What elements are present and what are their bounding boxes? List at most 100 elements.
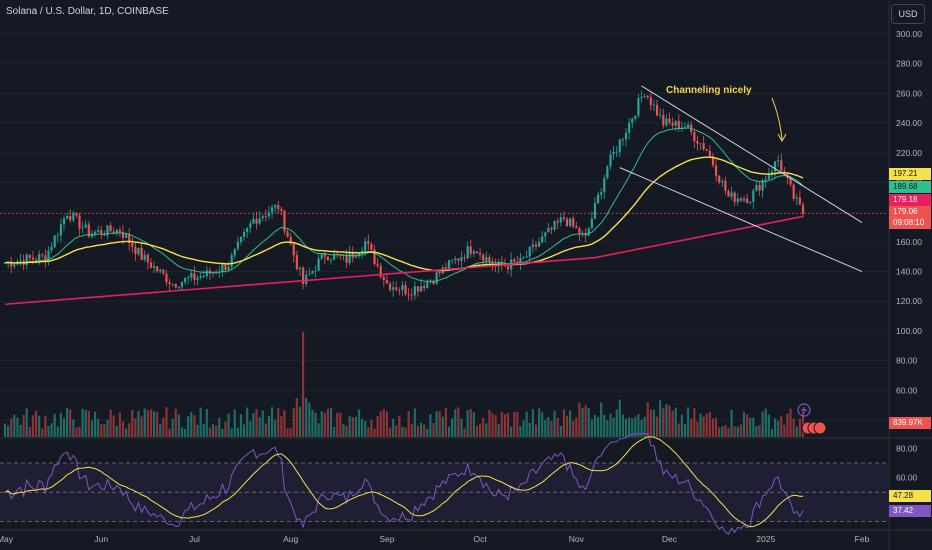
volume-bar bbox=[777, 420, 780, 437]
candle-body bbox=[506, 266, 510, 270]
candle-body bbox=[283, 210, 286, 232]
volume-bar bbox=[547, 417, 550, 437]
candle-body bbox=[795, 197, 798, 199]
candle-body bbox=[749, 201, 752, 203]
price-tag-ema-short: 189.68 bbox=[889, 181, 931, 193]
volume-bar bbox=[528, 423, 531, 437]
candle-body bbox=[559, 217, 562, 223]
volume-bar bbox=[637, 414, 640, 437]
volume-bar bbox=[513, 411, 516, 437]
candle-body bbox=[196, 277, 199, 280]
volume-bar bbox=[755, 426, 758, 437]
volume-bar bbox=[478, 423, 482, 437]
volume-bar bbox=[693, 408, 696, 437]
candle-body bbox=[419, 286, 423, 292]
volume-bar bbox=[62, 418, 66, 437]
volume-bar bbox=[497, 423, 500, 437]
volume-bar bbox=[618, 399, 621, 437]
candle-body bbox=[41, 254, 44, 256]
candle-body bbox=[333, 253, 336, 260]
volume-bar bbox=[196, 424, 199, 437]
volume-bar bbox=[25, 408, 28, 437]
candle-body bbox=[140, 247, 143, 260]
volume-bar bbox=[125, 428, 128, 437]
candle-body bbox=[370, 243, 373, 250]
volume-bar bbox=[621, 414, 624, 437]
volume-bars bbox=[3, 332, 805, 437]
volume-bar bbox=[749, 418, 752, 437]
volume-bar bbox=[510, 426, 513, 437]
candle-body bbox=[547, 228, 550, 233]
volume-bar bbox=[631, 418, 634, 437]
volume-bar bbox=[795, 426, 798, 437]
candle-body bbox=[451, 260, 454, 261]
candle-body bbox=[62, 218, 66, 225]
volume-bar bbox=[696, 421, 699, 437]
volume-bar bbox=[746, 414, 749, 437]
y-tick-label: 160.00 bbox=[896, 237, 922, 247]
volume-bar bbox=[121, 421, 125, 437]
volume-bar bbox=[87, 410, 90, 437]
candle-body bbox=[742, 198, 746, 201]
volume-bar bbox=[28, 427, 31, 437]
candle-body bbox=[274, 205, 277, 208]
y-tick-label: 300.00 bbox=[896, 29, 922, 39]
candle-body bbox=[109, 225, 112, 232]
volume-bar bbox=[205, 409, 208, 437]
volume-bar bbox=[249, 420, 252, 437]
candle-body bbox=[475, 251, 479, 253]
candle-body bbox=[121, 231, 125, 238]
rsi-tick-label: 60.00 bbox=[896, 473, 918, 483]
candle-body bbox=[491, 261, 494, 266]
volume-bar bbox=[69, 409, 72, 437]
volume-bar bbox=[379, 411, 382, 437]
volume-bar bbox=[286, 428, 289, 437]
plus-icon-glyph bbox=[801, 407, 807, 413]
volume-bar bbox=[705, 413, 708, 437]
candle-body bbox=[202, 276, 205, 277]
candle-body bbox=[376, 263, 379, 266]
candle-body bbox=[258, 218, 261, 224]
volume-bar bbox=[13, 414, 16, 437]
candle-body bbox=[323, 253, 326, 257]
currency-button[interactable]: USD bbox=[891, 4, 925, 24]
event-marker-icon[interactable] bbox=[813, 421, 827, 435]
volume-bar bbox=[187, 416, 190, 437]
candle-body bbox=[674, 120, 677, 126]
volume-bar bbox=[587, 408, 590, 437]
candle-body bbox=[485, 256, 488, 261]
y-tick-label: 240.00 bbox=[896, 118, 922, 128]
volume-bar bbox=[652, 409, 656, 437]
volume-bar bbox=[416, 425, 420, 437]
candle-body bbox=[388, 283, 392, 290]
volume-bar bbox=[624, 418, 628, 437]
candle-body bbox=[305, 274, 308, 284]
volume-bar bbox=[305, 397, 308, 437]
candle-body bbox=[463, 257, 466, 259]
candle-body bbox=[134, 247, 137, 255]
candle-body bbox=[177, 287, 180, 288]
volume-bar bbox=[690, 418, 693, 437]
candle-body bbox=[193, 273, 196, 280]
candle-body bbox=[69, 215, 72, 221]
volume-bar bbox=[100, 423, 103, 437]
volume-bar bbox=[128, 423, 131, 437]
candle-body bbox=[718, 175, 721, 183]
y-tick-label: 220.00 bbox=[896, 148, 922, 158]
candle-body bbox=[454, 258, 457, 261]
candle-body bbox=[714, 165, 718, 176]
candle-body bbox=[721, 180, 724, 183]
plus-icon[interactable] bbox=[797, 403, 811, 417]
candle-body bbox=[50, 247, 53, 251]
volume-bar bbox=[581, 407, 584, 437]
volume-bar bbox=[255, 409, 258, 437]
volume-bar bbox=[727, 427, 730, 437]
candle-body bbox=[758, 184, 761, 191]
volume-bar bbox=[522, 420, 525, 437]
volume-bar bbox=[345, 425, 348, 437]
candle-body bbox=[326, 256, 330, 261]
candle-body bbox=[550, 228, 553, 230]
candle-body bbox=[277, 205, 280, 209]
candle-body bbox=[311, 271, 314, 274]
